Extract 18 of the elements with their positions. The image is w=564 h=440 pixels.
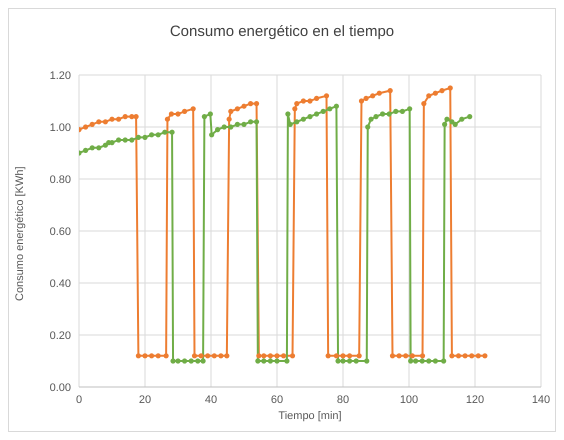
x-tick-label: 60	[270, 394, 284, 406]
x-tick-label: 0	[76, 394, 82, 406]
x-axis-title: Tiempo [min]	[278, 410, 342, 422]
y-tick-label: 1.20	[50, 70, 71, 82]
y-axis-title: Consumo energético [KWh]	[14, 166, 26, 301]
x-tick-label: 20	[138, 394, 152, 406]
x-tick-label: 100	[400, 394, 418, 406]
y-tick-label: 1.00	[50, 122, 71, 134]
x-tick-label: 40	[204, 394, 218, 406]
y-tick-label: 0.40	[50, 278, 71, 290]
y-tick-label: 0.80	[50, 174, 71, 186]
x-tick-label: 120	[466, 394, 484, 406]
y-tick-label: 0.60	[50, 226, 71, 238]
chart-title: Consumo energético en el tiempo	[168, 23, 396, 40]
x-tick-label: 140	[532, 394, 550, 406]
y-tick-label: 0.00	[50, 382, 71, 394]
x-tick-label: 80	[336, 394, 350, 406]
y-tick-label: 0.20	[50, 330, 71, 342]
